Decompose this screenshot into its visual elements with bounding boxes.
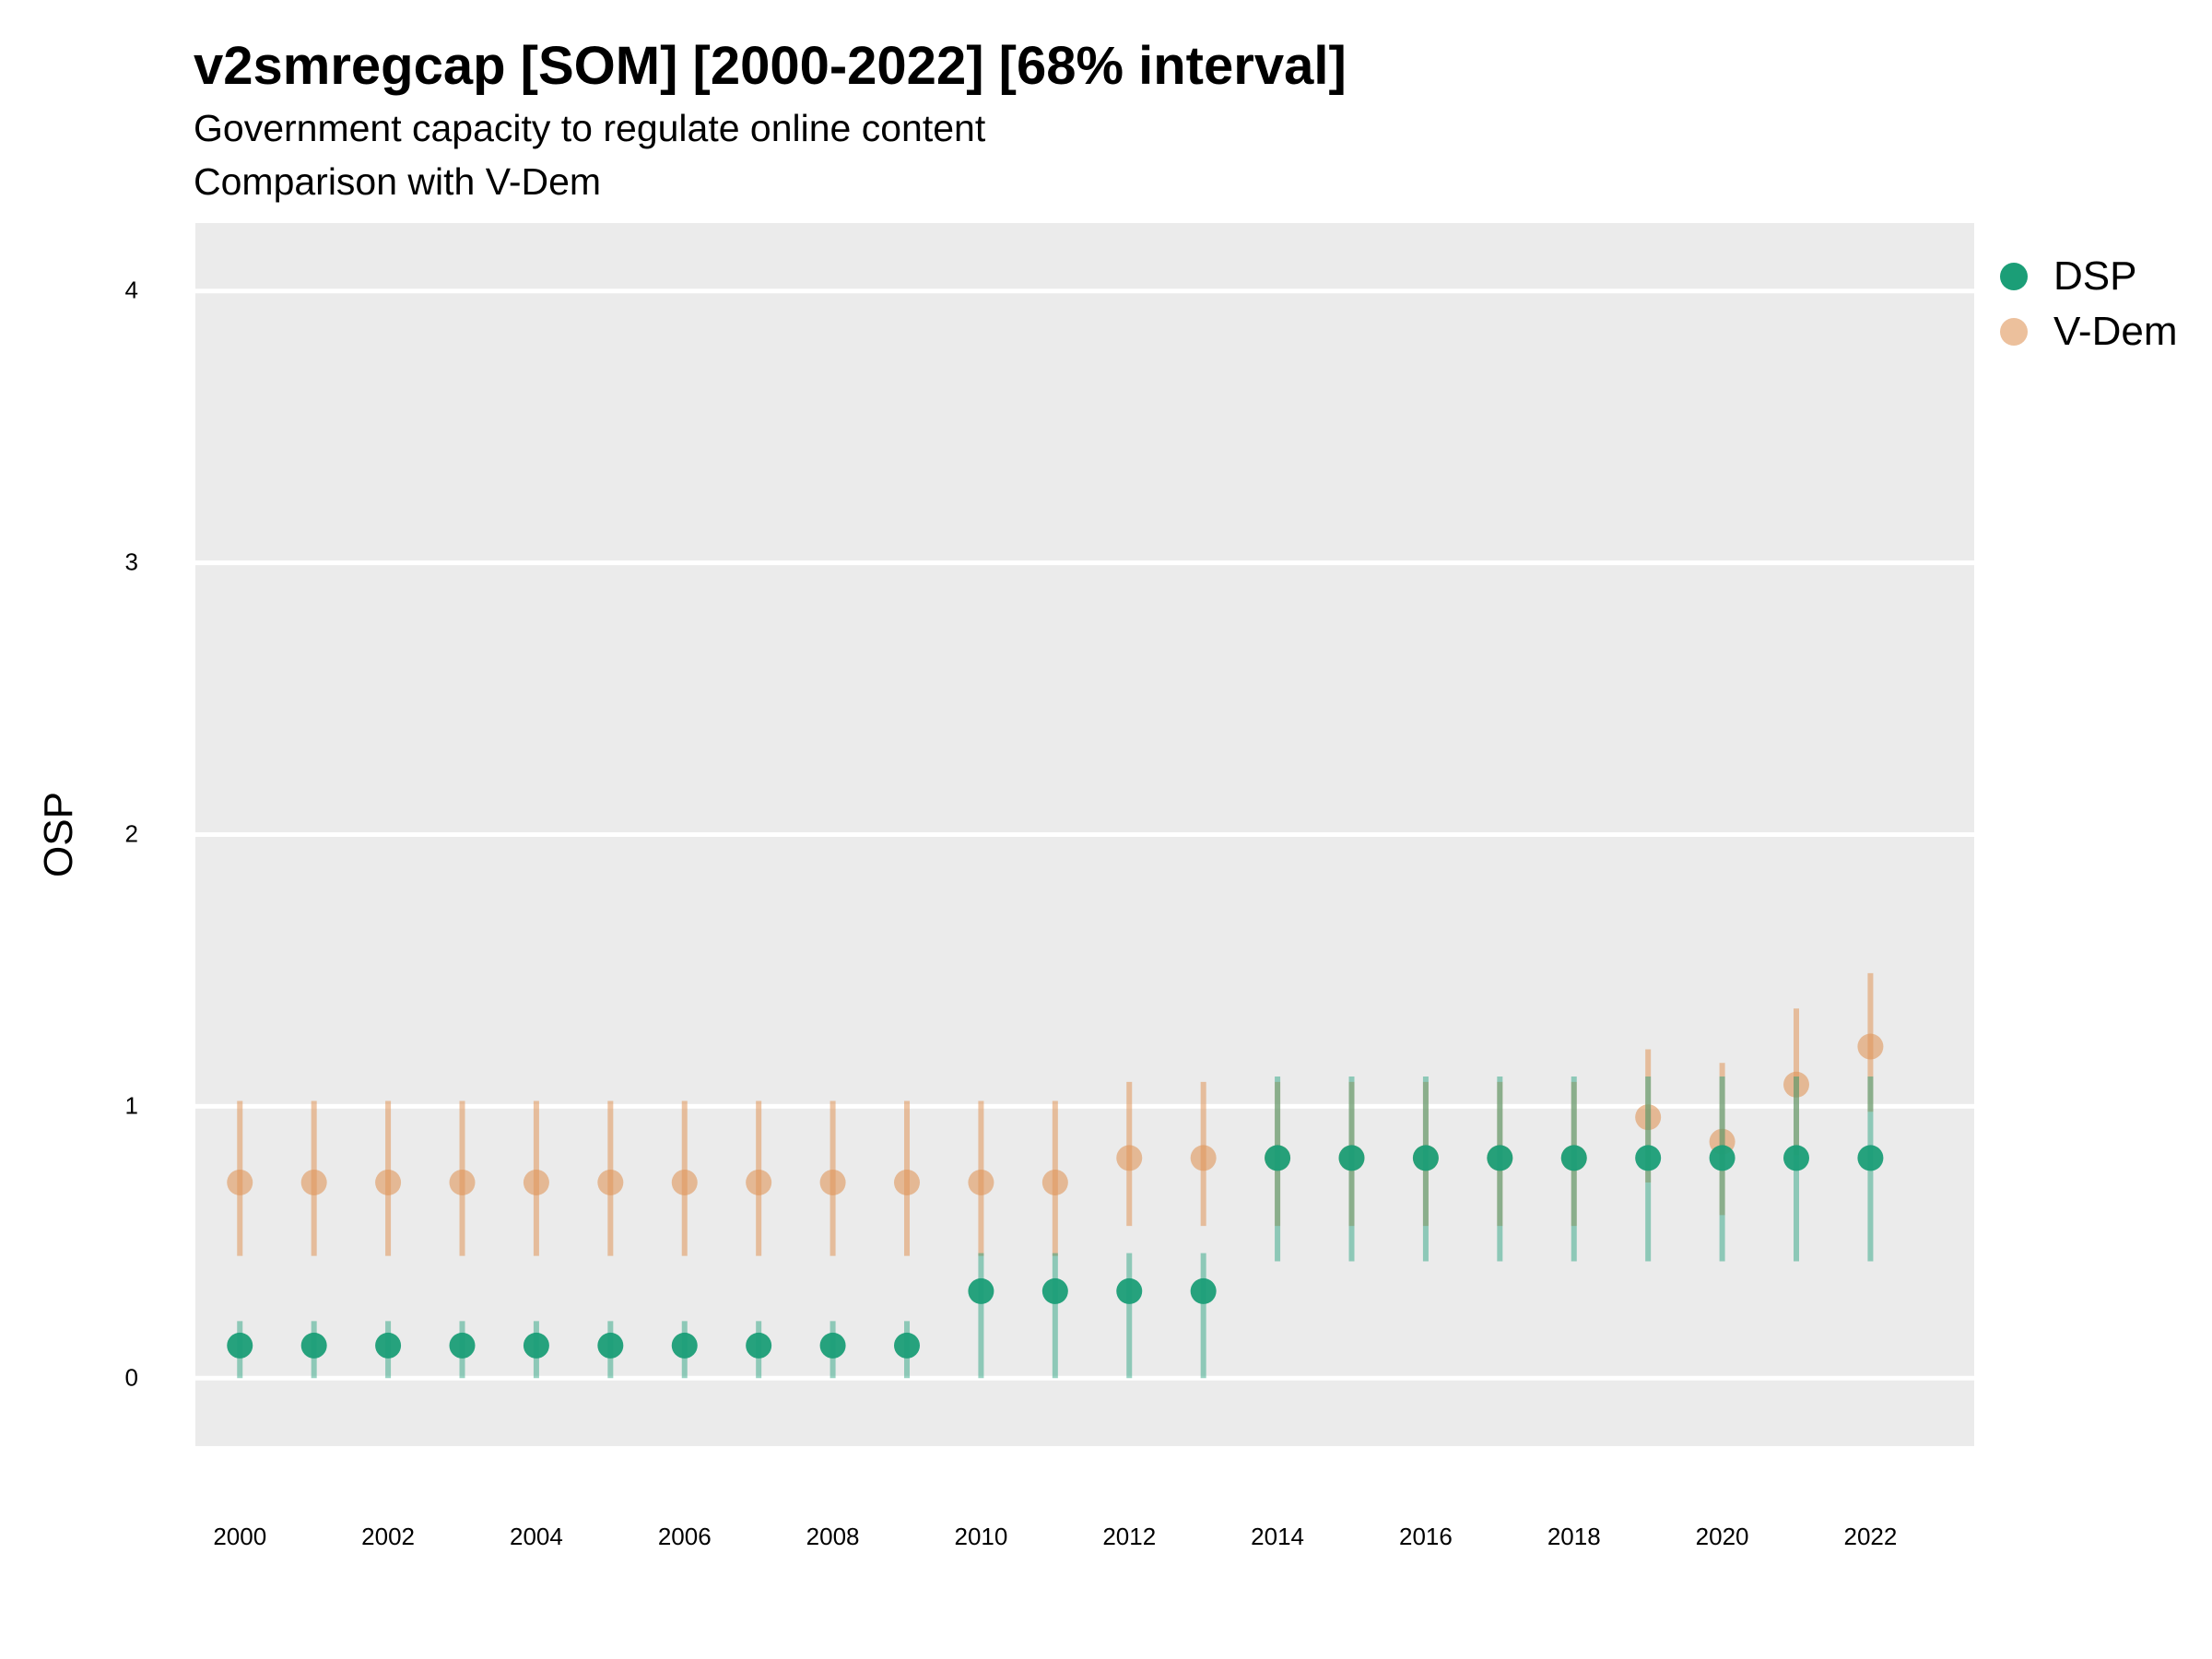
- x-tick-label: 2022: [1843, 1523, 1897, 1550]
- legend: DSP V-Dem: [2000, 249, 2177, 359]
- legend-item-dsp[interactable]: DSP: [2000, 249, 2177, 304]
- x-tick-label: 2016: [1399, 1523, 1453, 1550]
- x-tick-label: 2004: [510, 1523, 563, 1550]
- dsp-point[interactable]: [449, 1332, 476, 1359]
- vdem-point[interactable]: [1783, 1071, 1809, 1098]
- x-tick-label: 2000: [213, 1523, 266, 1550]
- dsp-point[interactable]: [968, 1277, 994, 1304]
- vdem-point[interactable]: [894, 1169, 920, 1195]
- x-tick-label: 2012: [1102, 1523, 1156, 1550]
- x-tick-label: 2002: [361, 1523, 415, 1550]
- data-series: [227, 972, 1884, 1379]
- legend-item-vdem[interactable]: V-Dem: [2000, 304, 2177, 359]
- dsp-point[interactable]: [1783, 1145, 1809, 1171]
- dsp-point[interactable]: [1857, 1145, 1884, 1171]
- dsp-point[interactable]: [1116, 1277, 1143, 1304]
- dsp-point[interactable]: [1560, 1145, 1587, 1171]
- legend-label-dsp: DSP: [2053, 253, 2137, 299]
- legend-marker-dsp: [2000, 263, 2028, 290]
- vdem-point[interactable]: [375, 1169, 402, 1195]
- vdem-point[interactable]: [968, 1169, 994, 1195]
- vdem-point[interactable]: [1635, 1104, 1662, 1131]
- legend-label-vdem: V-Dem: [2053, 309, 2178, 354]
- y-tick-label: 4: [125, 276, 138, 304]
- dsp-point[interactable]: [671, 1332, 698, 1359]
- vdem-point[interactable]: [1857, 1033, 1884, 1060]
- x-tick-label: 2006: [658, 1523, 712, 1550]
- vdem-point[interactable]: [1190, 1145, 1217, 1171]
- dsp-point[interactable]: [597, 1332, 624, 1359]
- vdem-point[interactable]: [746, 1169, 772, 1195]
- gridlines: [195, 288, 1974, 1381]
- dsp-point[interactable]: [894, 1332, 920, 1359]
- y-tick-label: 1: [125, 1091, 138, 1119]
- dsp-point[interactable]: [746, 1332, 772, 1359]
- dsp-point[interactable]: [1635, 1145, 1662, 1171]
- dsp-point[interactable]: [1265, 1145, 1291, 1171]
- x-tick-label: 2010: [954, 1523, 1007, 1550]
- dsp-point[interactable]: [1190, 1277, 1217, 1304]
- y-tick-label: 3: [125, 548, 138, 576]
- vdem-point[interactable]: [227, 1169, 253, 1195]
- vdem-point[interactable]: [523, 1169, 549, 1195]
- vdem-point[interactable]: [597, 1169, 624, 1195]
- vdem-point[interactable]: [449, 1169, 476, 1195]
- vdem-point[interactable]: [300, 1169, 327, 1195]
- x-axis-ticks: 2000 2002 2004 2006 2008 2010 2012 2014 2016 2018…: [213, 1523, 1897, 1550]
- vdem-point[interactable]: [1116, 1145, 1143, 1171]
- dsp-point[interactable]: [1412, 1145, 1439, 1171]
- series-dsp: [227, 1076, 1884, 1379]
- dsp-point[interactable]: [1487, 1145, 1513, 1171]
- legend-marker-vdem: [2000, 318, 2028, 346]
- chart-subtitle: Government capacity to regulate online c…: [194, 107, 986, 149]
- x-tick-label: 2020: [1696, 1523, 1749, 1550]
- y-tick-label: 0: [125, 1363, 138, 1391]
- vdem-point[interactable]: [819, 1169, 846, 1195]
- dsp-point[interactable]: [300, 1332, 327, 1359]
- y-axis-ticks: 0 1 2 3 4: [125, 276, 138, 1392]
- dsp-point[interactable]: [375, 1332, 402, 1359]
- y-tick-label: 2: [125, 820, 138, 848]
- dsp-point[interactable]: [227, 1332, 253, 1359]
- dsp-point[interactable]: [1041, 1277, 1068, 1304]
- y-axis-label: OSP: [36, 792, 81, 877]
- x-tick-label: 2014: [1251, 1523, 1304, 1550]
- dsp-point[interactable]: [819, 1332, 846, 1359]
- dsp-point[interactable]: [1709, 1145, 1735, 1171]
- x-tick-label: 2018: [1547, 1523, 1601, 1550]
- dsp-point[interactable]: [523, 1332, 549, 1359]
- chart-title: v2smregcap [SOM] [2000-2022] [68% interv…: [194, 36, 1347, 96]
- x-tick-label: 2008: [806, 1523, 860, 1550]
- chart-subtitle-comparison: Comparison with V-Dem: [194, 160, 602, 203]
- vdem-point[interactable]: [671, 1169, 698, 1195]
- dsp-point[interactable]: [1338, 1145, 1365, 1171]
- vdem-point[interactable]: [1041, 1169, 1068, 1195]
